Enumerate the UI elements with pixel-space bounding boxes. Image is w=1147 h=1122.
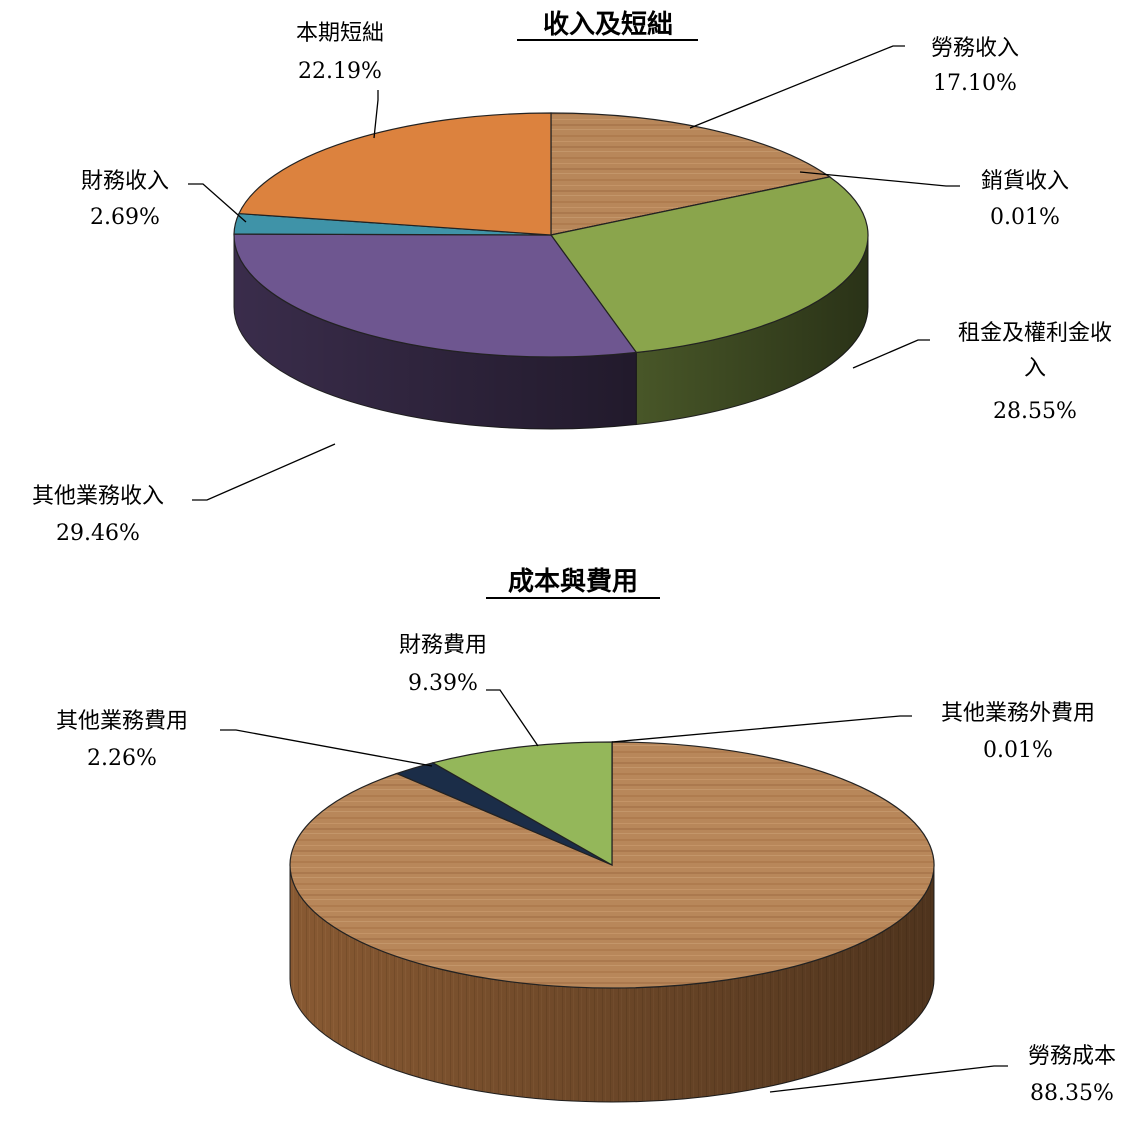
pie1-slice-0 <box>550 112 832 236</box>
chart1-title: 收入及短絀 <box>543 9 673 40</box>
label-labor-income-name: 勞務收入 <box>931 36 1019 61</box>
pie-chart-cost <box>289 741 935 1103</box>
pie2-side-shade-1 <box>290 865 934 1102</box>
label-finance-expense-name: 財務費用 <box>399 633 487 658</box>
chart1-labels: 勞務收入 17.10% 銷貨收入 0.01% 租金及權利金收 入 28.55% … <box>32 21 1112 546</box>
label-other-business-expense-name: 其他業務費用 <box>56 709 188 734</box>
pie1-slice-5 <box>238 112 552 236</box>
label-non-business-expense-value: 0.01% <box>983 738 1053 763</box>
label-deficit-name: 本期短絀 <box>296 21 384 46</box>
label-non-business-expense-name: 其他業務外費用 <box>941 701 1095 726</box>
label-other-business-income-name: 其他業務收入 <box>32 484 164 509</box>
pie-chart-income <box>233 112 869 430</box>
label-other-business-income-value: 29.46% <box>56 521 140 546</box>
label-finance-expense-value: 9.39% <box>408 671 478 696</box>
pie1-slice-3 <box>233 233 638 358</box>
chart2-labels: 財務費用 9.39% 其他業務費用 2.26% 其他業務外費用 0.01% 勞務… <box>56 633 1116 1106</box>
label-labor-cost-value: 88.35% <box>1030 1081 1114 1106</box>
label-other-business-expense-value: 2.26% <box>87 746 157 771</box>
label-sales-income-name: 銷貨收入 <box>981 169 1069 194</box>
label-deficit-value: 22.19% <box>298 59 382 84</box>
pie1-side-shade-3 <box>234 235 637 429</box>
label-rent-income-name: 租金及權利金收 <box>958 321 1112 346</box>
label-sales-income-value: 0.01% <box>990 205 1060 230</box>
chart2-title: 成本與費用 <box>508 567 638 597</box>
label-finance-income-value: 2.69% <box>90 205 160 230</box>
label-labor-cost-name: 勞務成本 <box>1028 1044 1116 1069</box>
label-rent-income-value: 28.55% <box>993 399 1077 424</box>
label-finance-income-name: 財務收入 <box>81 169 169 194</box>
pie2-slice-3 <box>431 741 613 867</box>
label-labor-income-value: 17.10% <box>933 71 1017 96</box>
label-rent-income-name-cont: 入 <box>1024 356 1046 381</box>
pie1-slice-2 <box>549 176 869 354</box>
